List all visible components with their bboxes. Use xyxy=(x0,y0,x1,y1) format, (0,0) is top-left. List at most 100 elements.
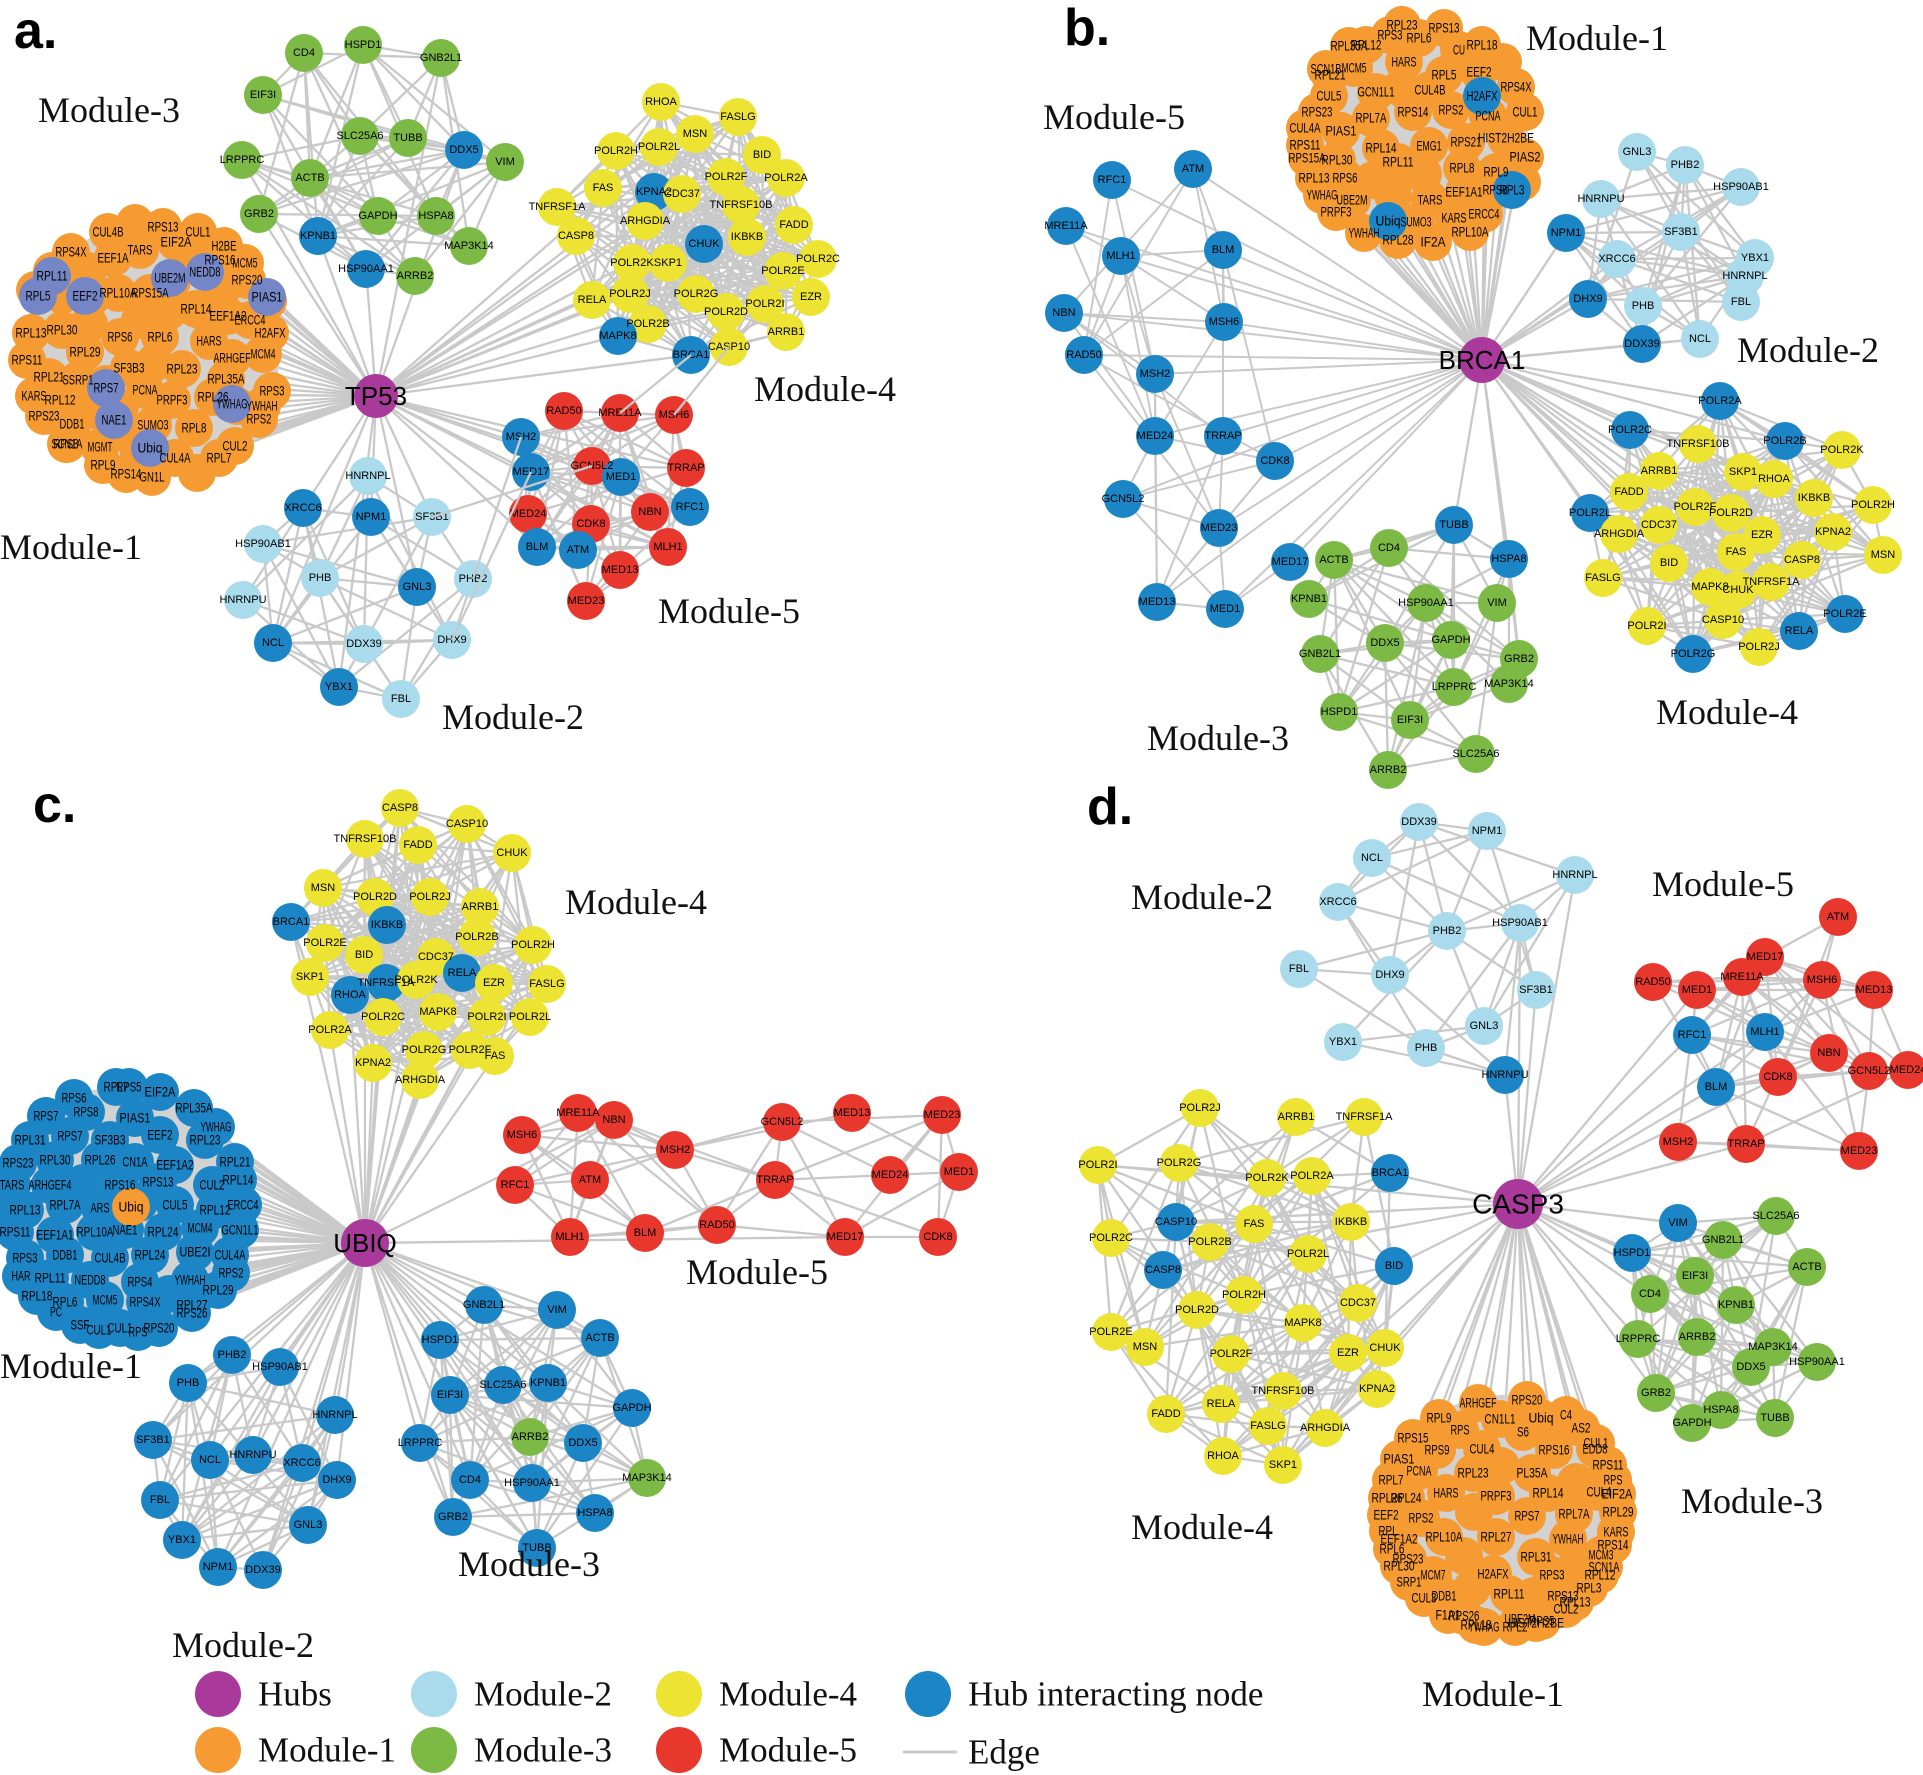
svg-text:CUL4A: CUL4A xyxy=(1290,121,1321,136)
svg-text:RPS15A: RPS15A xyxy=(132,286,169,301)
svg-text:POLR2J: POLR2J xyxy=(409,891,451,903)
svg-text:RPL14: RPL14 xyxy=(1533,1486,1564,1501)
svg-text:YWHAG: YWHAG xyxy=(217,397,248,412)
svg-text:RPS11: RPS11 xyxy=(1290,138,1321,153)
svg-text:XRCC6: XRCC6 xyxy=(284,502,321,514)
svg-text:RFC1: RFC1 xyxy=(676,501,705,513)
svg-text:DDX5: DDX5 xyxy=(1736,1361,1765,1373)
svg-text:POLR2H: POLR2H xyxy=(1851,499,1895,511)
svg-text:Module-3: Module-3 xyxy=(38,90,180,130)
svg-text:GNB2L1: GNB2L1 xyxy=(420,52,462,64)
svg-text:RPS14: RPS14 xyxy=(1598,1538,1629,1553)
svg-text:EIF2A: EIF2A xyxy=(145,1085,176,1100)
svg-text:CHUK: CHUK xyxy=(496,847,528,859)
svg-text:RFC1: RFC1 xyxy=(1098,174,1127,186)
svg-text:YWHAG: YWHAG xyxy=(1307,188,1338,203)
svg-text:SCN1B: SCN1B xyxy=(1311,62,1342,77)
svg-text:ARRB1: ARRB1 xyxy=(1278,1111,1315,1123)
svg-text:TNFRSF1A: TNFRSF1A xyxy=(1336,1111,1394,1123)
svg-text:RPS3: RPS3 xyxy=(1540,1568,1565,1583)
svg-text:MSH2: MSH2 xyxy=(660,1144,691,1156)
svg-text:MRE11A: MRE11A xyxy=(556,1107,600,1119)
svg-text:SLC25A6: SLC25A6 xyxy=(1452,748,1499,760)
svg-text:IF2A: IF2A xyxy=(1421,235,1446,250)
svg-text:NAE1: NAE1 xyxy=(113,1223,138,1238)
svg-text:LRPPRC: LRPPRC xyxy=(1616,1333,1661,1345)
svg-text:BRCA1: BRCA1 xyxy=(273,916,310,928)
svg-text:CUL3: CUL3 xyxy=(1412,1591,1437,1606)
svg-text:TNFRSF10B: TNFRSF10B xyxy=(1252,1385,1315,1397)
svg-text:RPL7: RPL7 xyxy=(207,451,232,466)
svg-text:FBL: FBL xyxy=(1731,296,1751,308)
svg-text:RFC1: RFC1 xyxy=(501,1179,530,1191)
svg-text:SCN1A: SCN1A xyxy=(1589,1560,1620,1575)
svg-text:POLR2F: POLR2F xyxy=(1674,501,1717,513)
svg-text:POLR2L: POLR2L xyxy=(509,1011,551,1023)
svg-text:POLR2L: POLR2L xyxy=(1569,507,1611,519)
svg-text:EEF1A2: EEF1A2 xyxy=(210,309,247,324)
svg-text:FAS: FAS xyxy=(1726,546,1747,558)
svg-text:HNRNPL: HNRNPL xyxy=(345,470,390,482)
svg-text:MED1: MED1 xyxy=(1682,984,1713,996)
svg-text:RPS5: RPS5 xyxy=(1530,1614,1555,1629)
svg-text:Ubiq: Ubiq xyxy=(119,1200,144,1215)
svg-text:MSN: MSN xyxy=(1871,549,1896,561)
svg-text:ARHGDIA: ARHGDIA xyxy=(1300,1422,1351,1434)
svg-text:MED23: MED23 xyxy=(924,1109,961,1121)
svg-text:NBN: NBN xyxy=(1052,307,1075,319)
svg-text:BID: BID xyxy=(1385,1260,1403,1272)
svg-text:RPS13: RPS13 xyxy=(148,220,179,235)
svg-text:POLR2C: POLR2C xyxy=(1089,1232,1133,1244)
svg-text:ARHGDIA: ARHGDIA xyxy=(395,1074,446,1086)
svg-text:RPL13: RPL13 xyxy=(1560,1595,1591,1610)
svg-text:ARHGEF: ARHGEF xyxy=(214,351,251,366)
svg-text:NPM1: NPM1 xyxy=(203,1561,234,1573)
svg-text:RPS26: RPS26 xyxy=(177,1306,208,1321)
svg-text:CUL2: CUL2 xyxy=(200,1178,225,1193)
svg-text:RPS16: RPS16 xyxy=(1539,1443,1570,1458)
svg-text:PIAS1: PIAS1 xyxy=(1326,124,1357,139)
svg-text:TNFRSF1A: TNFRSF1A xyxy=(1743,576,1801,588)
svg-text:HSPA8: HSPA8 xyxy=(418,210,453,222)
svg-text:SSF: SSF xyxy=(71,1318,90,1333)
svg-text:MSH6: MSH6 xyxy=(1209,316,1240,328)
svg-text:RPL18: RPL18 xyxy=(1461,1618,1492,1633)
svg-text:IKBKB: IKBKB xyxy=(1335,1216,1367,1228)
svg-text:NCL: NCL xyxy=(1361,852,1383,864)
svg-text:GRB2: GRB2 xyxy=(244,208,274,220)
svg-text:RPL7A: RPL7A xyxy=(50,1198,81,1213)
svg-text:Module-5: Module-5 xyxy=(719,1731,857,1770)
svg-text:BID: BID xyxy=(1660,557,1678,569)
svg-text:Module-2: Module-2 xyxy=(442,697,584,737)
svg-text:Module-5: Module-5 xyxy=(658,591,800,631)
svg-text:RPL24: RPL24 xyxy=(1391,1491,1422,1506)
svg-text:MAP3K14: MAP3K14 xyxy=(1484,678,1534,690)
svg-text:POLR2F: POLR2F xyxy=(705,171,748,183)
svg-text:POLR2K: POLR2K xyxy=(1245,1172,1289,1184)
svg-text:HSP90AB1: HSP90AB1 xyxy=(1713,181,1769,193)
svg-text:RPL31: RPL31 xyxy=(1521,1550,1552,1565)
svg-text:HARS: HARS xyxy=(197,334,222,349)
svg-text:Module-2: Module-2 xyxy=(1737,330,1879,370)
svg-text:Module-4: Module-4 xyxy=(719,1675,857,1714)
svg-text:UBE2M: UBE2M xyxy=(1337,193,1368,208)
svg-text:RPS7: RPS7 xyxy=(58,1129,83,1144)
svg-text:CASP8: CASP8 xyxy=(1145,1264,1181,1276)
svg-text:MSN: MSN xyxy=(1133,1341,1158,1353)
svg-text:RPL14: RPL14 xyxy=(223,1173,254,1188)
svg-text:RPS16: RPS16 xyxy=(105,1178,136,1193)
svg-text:ATM: ATM xyxy=(579,1174,601,1186)
svg-text:MAPK8: MAPK8 xyxy=(599,330,636,342)
svg-text:Module-1: Module-1 xyxy=(258,1731,396,1770)
svg-text:CDK8: CDK8 xyxy=(1763,1071,1792,1083)
svg-text:MED17: MED17 xyxy=(827,1231,864,1243)
svg-text:YBX1: YBX1 xyxy=(1741,252,1769,264)
svg-text:MED23: MED23 xyxy=(1841,1145,1878,1157)
svg-text:DDX39: DDX39 xyxy=(346,638,381,650)
svg-text:CUL1: CUL1 xyxy=(1584,1436,1609,1451)
svg-text:Module-3: Module-3 xyxy=(1147,718,1289,758)
svg-text:CUL1: CUL1 xyxy=(186,225,211,240)
svg-text:TUBB: TUBB xyxy=(1760,1412,1789,1424)
svg-text:MED23: MED23 xyxy=(1201,522,1238,534)
svg-text:RPL12: RPL12 xyxy=(1585,1568,1616,1583)
